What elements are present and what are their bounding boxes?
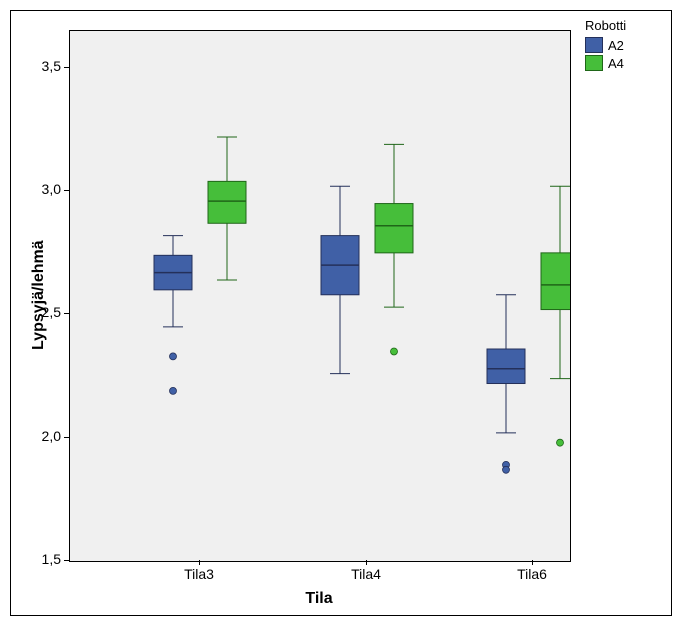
legend-label-a4: A4 bbox=[608, 56, 624, 71]
y-tick bbox=[64, 313, 69, 314]
x-tick bbox=[199, 560, 200, 565]
legend-swatch-a2 bbox=[585, 37, 603, 53]
plot-area bbox=[69, 30, 571, 562]
legend-label-a2: A2 bbox=[608, 38, 624, 53]
y-tick-label: 2,0 bbox=[34, 428, 61, 444]
x-axis-label: Tila bbox=[69, 590, 569, 608]
x-tick-label: Tila4 bbox=[326, 566, 406, 582]
y-tick bbox=[64, 67, 69, 68]
y-tick-label: 3,0 bbox=[34, 181, 61, 197]
y-tick-label: 2,5 bbox=[34, 304, 61, 320]
legend: Robotti A2 A4 bbox=[585, 18, 626, 73]
y-axis-label: Lypsyjä/lehmä bbox=[30, 240, 48, 350]
legend-title: Robotti bbox=[585, 18, 626, 33]
y-tick-label: 3,5 bbox=[34, 58, 61, 74]
y-tick-label: 1,5 bbox=[34, 551, 61, 567]
x-tick bbox=[532, 560, 533, 565]
x-tick-label: Tila3 bbox=[159, 566, 239, 582]
x-tick-label: Tila6 bbox=[492, 566, 572, 582]
legend-swatch-a4 bbox=[585, 55, 603, 71]
y-tick bbox=[64, 560, 69, 561]
y-tick bbox=[64, 437, 69, 438]
legend-item-a2: A2 bbox=[585, 37, 626, 53]
x-tick bbox=[366, 560, 367, 565]
legend-item-a4: A4 bbox=[585, 55, 626, 71]
y-tick bbox=[64, 190, 69, 191]
chart-container: Robotti A2 A4 Lypsyjä/lehmä Tila 1,5 2,0 2… bbox=[0, 0, 679, 624]
